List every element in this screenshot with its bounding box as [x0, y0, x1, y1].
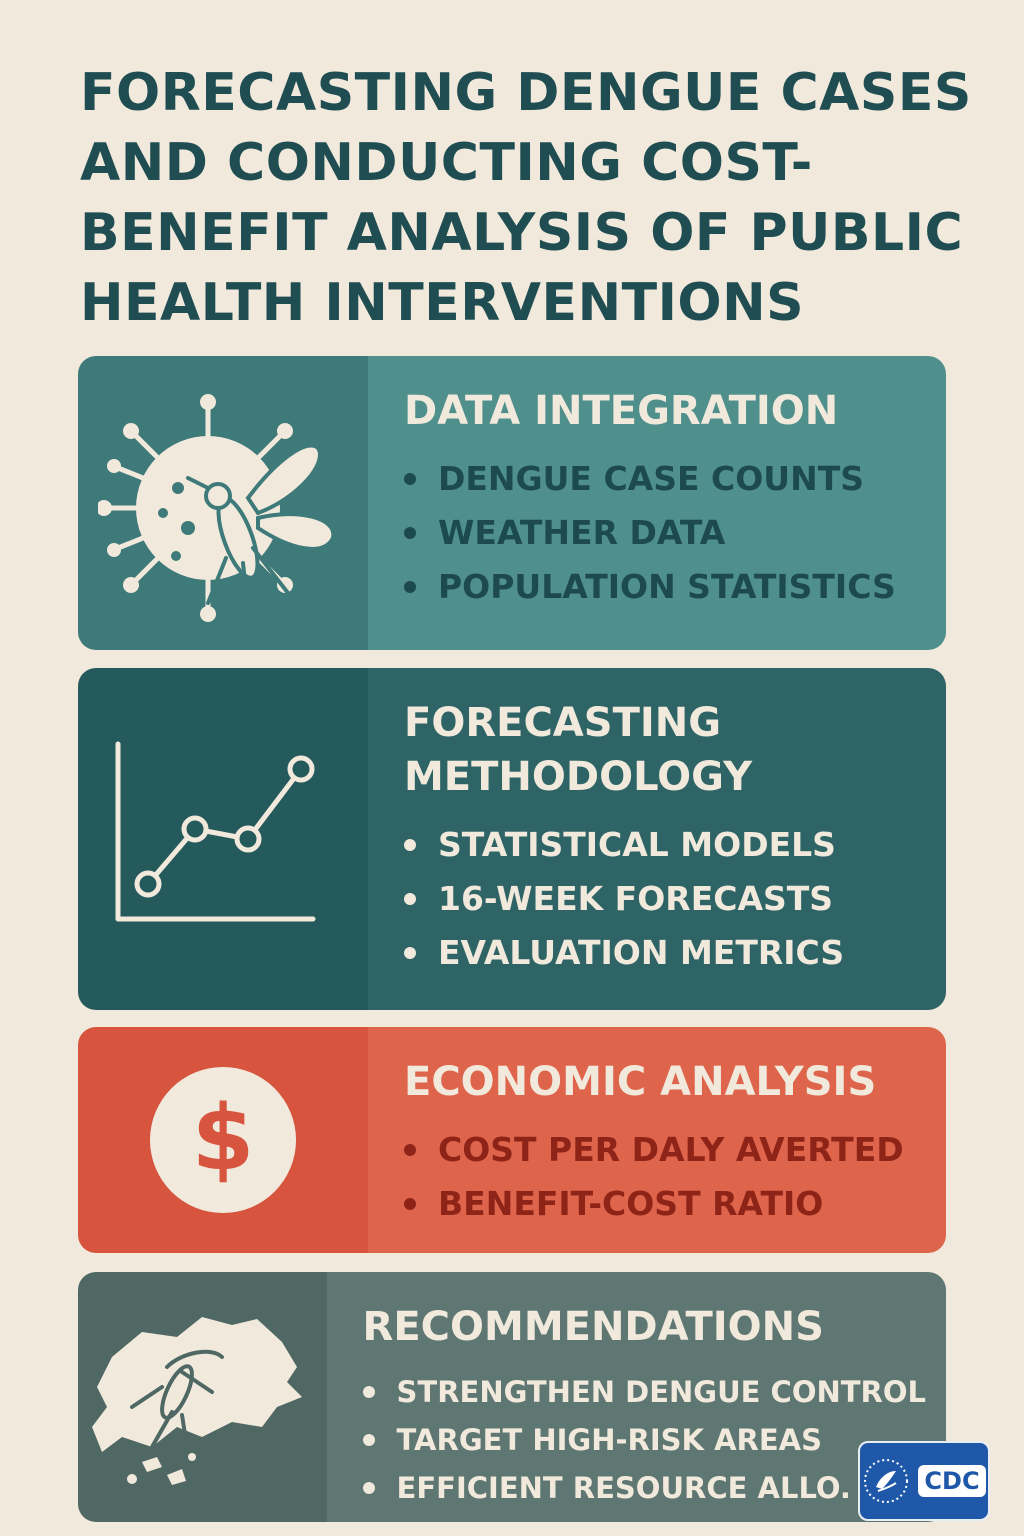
page-title: FORECASTING DENGUE CASES AND CONDUCTING …: [80, 63, 972, 333]
economic-text-pane: ECONOMIC ANALYSIS COST PER DALY AVERTED …: [368, 1027, 946, 1253]
list-item-label: TARGET HIGH-RISK AREAS: [396, 1423, 822, 1457]
list-item: EFFICIENT RESOURCE ALLO.: [362, 1464, 926, 1512]
svg-text:$: $: [192, 1086, 255, 1191]
list-item-label: COST PER DALY AVERTED: [438, 1130, 904, 1169]
list-item: DENGUE CASE COUNTS: [404, 452, 926, 506]
list-item: EVALUATION METRICS: [404, 926, 926, 980]
bullet-icon: [362, 1386, 375, 1398]
list-item: POPULATION STATISTICS: [404, 560, 926, 614]
forecasting-text-pane: FORECASTING METHODOLOGY STATISTICAL MODE…: [368, 668, 946, 1010]
line-chart-icon: [115, 741, 316, 922]
list-item: STATISTICAL MODELS: [404, 818, 926, 872]
map-mosquito-icon: [92, 1317, 303, 1485]
cdc-logo: CDC: [858, 1441, 990, 1521]
list-item-label: DENGUE CASE COUNTS: [438, 459, 864, 498]
list-item: BENEFIT-COST RATIO: [404, 1177, 926, 1231]
section-heading: RECOMMENDATIONS: [362, 1304, 824, 1350]
bullet-icon: [404, 839, 416, 851]
logo-text: CDC: [918, 1465, 986, 1497]
bullet-icon: [404, 1144, 416, 1156]
bullet-icon: [404, 581, 416, 593]
forecasting-icon-pane: [78, 668, 368, 1010]
bullet-icon: [362, 1482, 375, 1494]
section-heading: DATA INTEGRATION: [404, 388, 839, 434]
data-integration-text-pane: DATA INTEGRATION DENGUE CASE COUNTS WEAT…: [368, 356, 946, 650]
list-item-label: STRENGTHEN DENGUE CONTROL: [396, 1375, 926, 1409]
list-item-label: POPULATION STATISTICS: [438, 567, 896, 606]
recommendations-icon-pane: [78, 1272, 327, 1522]
data-integration-card: DATA INTEGRATION DENGUE CASE COUNTS WEAT…: [78, 356, 946, 650]
bullet-icon: [362, 1434, 375, 1446]
recommendations-text-pane: RECOMMENDATIONS STRENGTHEN DENGUE CONTRO…: [326, 1272, 946, 1522]
section-list: STATISTICAL MODELS 16-WEEK FORECASTS EVA…: [404, 818, 926, 980]
list-item-label: STATISTICAL MODELS: [438, 825, 836, 864]
bullet-icon: [404, 527, 416, 539]
bullet-icon: [404, 893, 416, 905]
bullet-icon: [404, 1198, 416, 1210]
forecasting-methodology-card: FORECASTING METHODOLOGY STATISTICAL MODE…: [78, 668, 946, 1010]
list-item: TARGET HIGH-RISK AREAS: [362, 1416, 926, 1464]
list-item-label: BENEFIT-COST RATIO: [438, 1184, 824, 1223]
dollar-icon: $: [150, 1067, 296, 1213]
bullet-icon: [404, 473, 416, 485]
bullet-icon: [404, 947, 416, 959]
list-item: WEATHER DATA: [404, 506, 926, 560]
section-list: STRENGTHEN DENGUE CONTROL TARGET HIGH-RI…: [362, 1368, 926, 1512]
virus-mosquito-icon: [98, 394, 336, 622]
list-item-label: EFFICIENT RESOURCE ALLO.: [396, 1471, 851, 1505]
data-integration-icon-pane: [78, 356, 368, 650]
list-item: STRENGTHEN DENGUE CONTROL: [362, 1368, 926, 1416]
recommendations-card: RECOMMENDATIONS STRENGTHEN DENGUE CONTRO…: [78, 1272, 946, 1522]
section-list: COST PER DALY AVERTED BENEFIT-COST RATIO: [404, 1123, 926, 1231]
economic-icon-pane: $: [78, 1027, 368, 1253]
list-item-label: EVALUATION METRICS: [438, 933, 845, 972]
section-heading: FORECASTING METHODOLOGY: [404, 700, 753, 800]
list-item-label: WEATHER DATA: [438, 513, 726, 552]
section-list: DENGUE CASE COUNTS WEATHER DATA POPULATI…: [404, 452, 926, 614]
list-item: COST PER DALY AVERTED: [404, 1123, 926, 1177]
list-item-label: 16-WEEK FORECASTS: [438, 879, 834, 918]
economic-analysis-card: $ ECONOMIC ANALYSIS COST PER DALY AVERTE…: [78, 1027, 946, 1253]
section-heading: ECONOMIC ANALYSIS: [404, 1059, 877, 1105]
hhs-eagle-icon: [864, 1459, 909, 1503]
list-item: 16-WEEK FORECASTS: [404, 872, 926, 926]
